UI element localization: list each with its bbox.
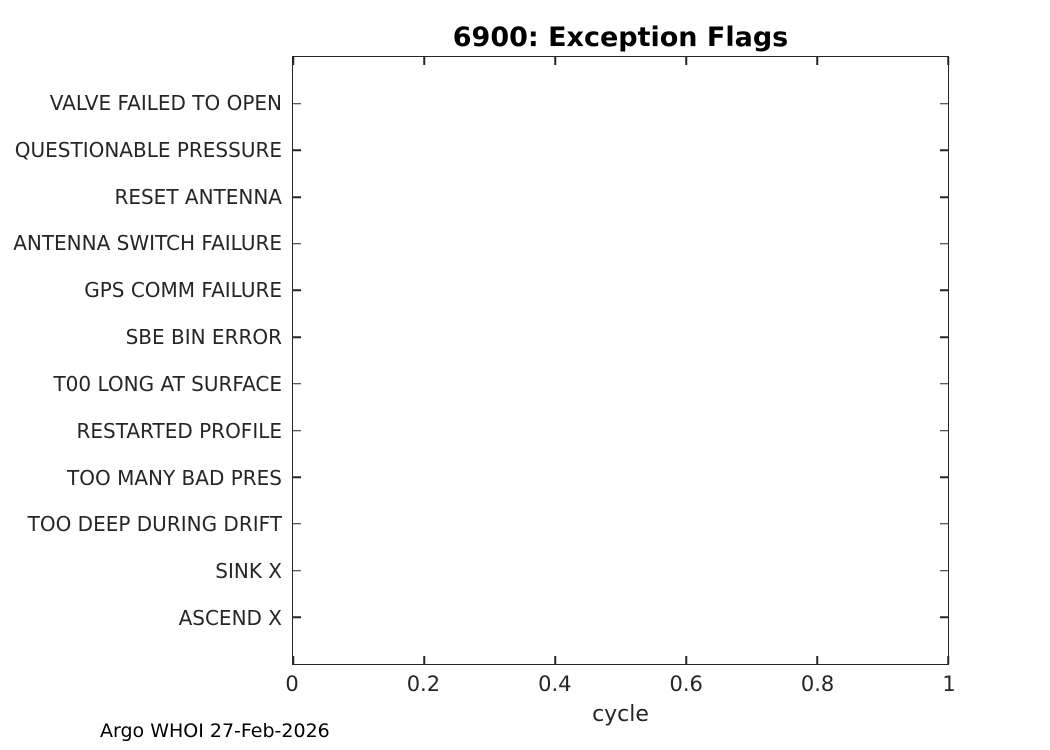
y-tick-mark bbox=[293, 196, 301, 198]
y-tick-mark bbox=[293, 102, 301, 105]
x-axis-label: cycle bbox=[592, 702, 649, 727]
y-tick-label: VALVE FAILED TO OPEN bbox=[49, 90, 282, 115]
x-tick-label: 0.8 bbox=[800, 672, 835, 696]
y-tick-label: ASCEND X bbox=[178, 606, 282, 631]
x-axis-tick-labels: 0 0.2 0.4 0.6 0.8 1 bbox=[285, 672, 955, 700]
y-tick-label: TOO DEEP DURING DRIFT bbox=[27, 512, 282, 537]
y-tick-mark bbox=[293, 429, 301, 432]
y-tick-label: RESET ANTENNA bbox=[114, 184, 282, 209]
y-tick-mark bbox=[293, 569, 301, 572]
x-tick-label: 0.6 bbox=[669, 672, 703, 696]
x-tick-mark bbox=[685, 57, 687, 65]
x-tick-mark bbox=[947, 57, 949, 65]
y-tick-mark bbox=[293, 616, 301, 619]
x-tick-mark bbox=[292, 656, 294, 664]
y-tick-mark bbox=[293, 523, 301, 525]
y-tick-mark bbox=[940, 149, 948, 152]
y-axis-labels: VALVE FAILED TO OPEN QUESTIONABLE PRESSUR… bbox=[0, 56, 282, 665]
y-tick-mark bbox=[940, 336, 948, 338]
y-tick-label: TOO MANY BAD PRES bbox=[67, 465, 282, 490]
x-tick-label: 0.4 bbox=[538, 672, 572, 696]
x-tick-mark bbox=[292, 57, 294, 65]
y-tick-label: QUESTIONABLE PRESSURE bbox=[14, 137, 282, 162]
y-tick-mark bbox=[940, 429, 948, 432]
chart-title: 6900: Exception Flags bbox=[452, 22, 789, 53]
y-tick-mark bbox=[940, 102, 948, 105]
x-tick-label: 0 bbox=[285, 672, 299, 696]
y-tick-mark bbox=[940, 569, 948, 572]
y-tick-mark bbox=[293, 243, 301, 245]
x-tick-mark bbox=[816, 656, 818, 664]
x-tick-mark bbox=[423, 656, 425, 664]
footer-annotation: Argo WHOI 27-Feb-2026 bbox=[100, 720, 330, 742]
y-tick-label: T00 LONG AT SURFACE bbox=[53, 371, 282, 396]
y-tick-mark bbox=[293, 289, 301, 292]
y-tick-mark bbox=[940, 383, 948, 385]
y-tick-label: ANTENNA SWITCH FAILURE bbox=[13, 231, 282, 256]
y-tick-mark bbox=[940, 616, 948, 619]
x-tick-mark bbox=[554, 656, 556, 664]
x-tick-mark bbox=[423, 57, 425, 65]
y-tick-mark bbox=[940, 476, 948, 478]
y-tick-label: SINK X bbox=[215, 559, 282, 584]
y-tick-label: RESTARTED PROFILE bbox=[76, 418, 282, 443]
x-tick-mark bbox=[816, 57, 818, 65]
y-tick-label: GPS COMM FAILURE bbox=[84, 278, 282, 303]
x-tick-mark bbox=[685, 656, 687, 664]
y-tick-mark bbox=[940, 243, 948, 245]
x-tick-mark bbox=[947, 656, 949, 664]
y-tick-mark bbox=[293, 149, 301, 152]
y-tick-mark bbox=[940, 289, 948, 292]
x-tick-label: 0.2 bbox=[406, 672, 441, 696]
y-tick-label: SBE BIN ERROR bbox=[125, 325, 282, 350]
y-tick-mark bbox=[293, 476, 301, 478]
y-tick-mark bbox=[293, 383, 301, 385]
y-tick-mark bbox=[940, 523, 948, 525]
y-tick-mark bbox=[940, 196, 948, 198]
plot-area bbox=[292, 56, 949, 665]
y-tick-mark bbox=[293, 336, 301, 338]
x-tick-mark bbox=[554, 57, 556, 65]
x-tick-label: 1 bbox=[942, 672, 956, 696]
